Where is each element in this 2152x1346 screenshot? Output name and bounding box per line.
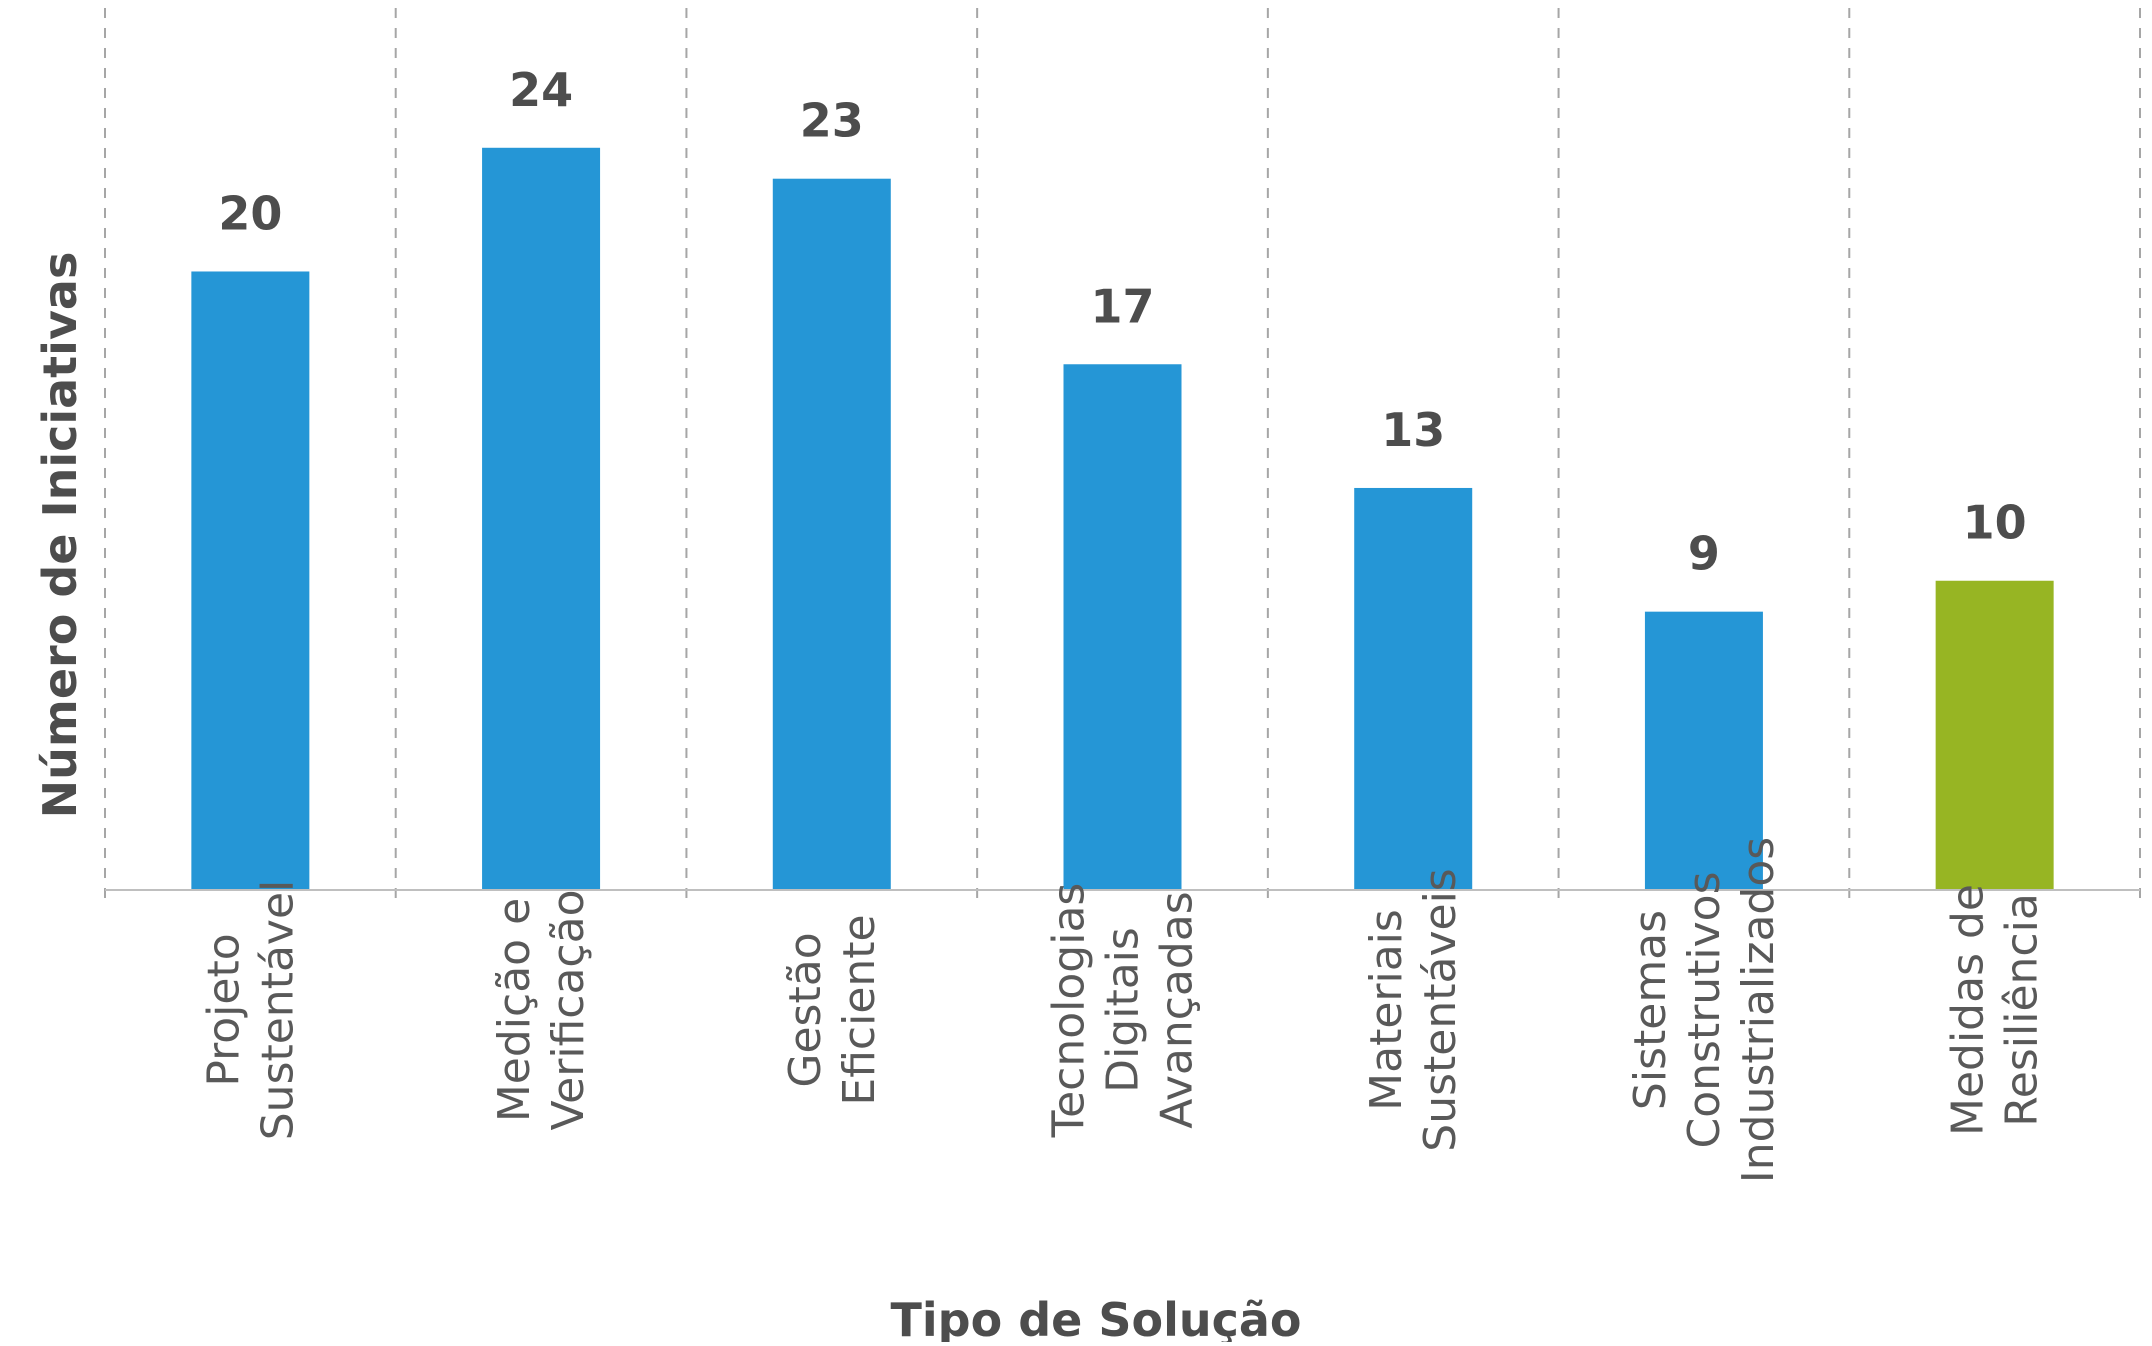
value-labels: 20 24 23 17 13 9 10 [218,63,2026,581]
category-label: Gestão Eficiente [780,914,885,1105]
category-label-line: Sistemas [1625,910,1676,1110]
category-label-line: Digitais [1098,927,1149,1093]
bar [772,178,891,890]
category-label-line: Tecnologias [1044,883,1095,1139]
category-label: Tecnologias Digitais Avançadas [1044,883,1203,1139]
grid-lines [104,8,2141,904]
category-label: Materiais Sustentáveis [1361,868,1466,1151]
category-label: Sistemas Construtivos Industrializados [1625,837,1784,1183]
category-label-line: Resiliência [1997,893,2048,1127]
y-axis-title: Número de Iniciativas [33,252,87,819]
bar [1354,487,1473,890]
bar [482,147,601,890]
category-label-line: Gestão [780,932,831,1087]
category-label: Projeto Sustentável [198,880,303,1141]
category-label-line: Eficiente [834,914,885,1105]
category-label-line: Verificação [543,889,594,1130]
bar [1935,580,2054,890]
category-label-line: Materiais [1361,909,1412,1111]
category-label-line: Sustentável [252,880,303,1141]
category-label-line: Projeto [198,933,249,1086]
bar [1063,364,1182,890]
category-label-line: Construtivos [1679,871,1730,1148]
bars [191,147,2054,891]
value-label: 9 [1688,527,1720,581]
value-label: 23 [800,94,864,148]
category-label: Medição e Verificação [489,889,594,1130]
value-label: 17 [1090,279,1154,333]
category-label-line: Medidas de [1943,884,1994,1136]
bar [191,271,310,891]
category-label: Medidas de Resiliência [1943,884,2048,1136]
category-label-line: Industrializados [1733,837,1784,1183]
value-label: 10 [1963,496,2027,550]
value-label: 13 [1381,403,1445,457]
x-axis-title: Tipo de Solução [891,1293,1302,1342]
category-label-line: Medição e [489,898,540,1122]
value-label: 24 [509,63,573,117]
category-labels: Projeto Sustentável Medição e Verificação Ge… [198,837,2047,1183]
category-label-line: Avançadas [1152,891,1203,1128]
bar [1644,611,1763,890]
value-label: 20 [218,186,282,240]
category-label-line: Sustentáveis [1415,868,1466,1151]
